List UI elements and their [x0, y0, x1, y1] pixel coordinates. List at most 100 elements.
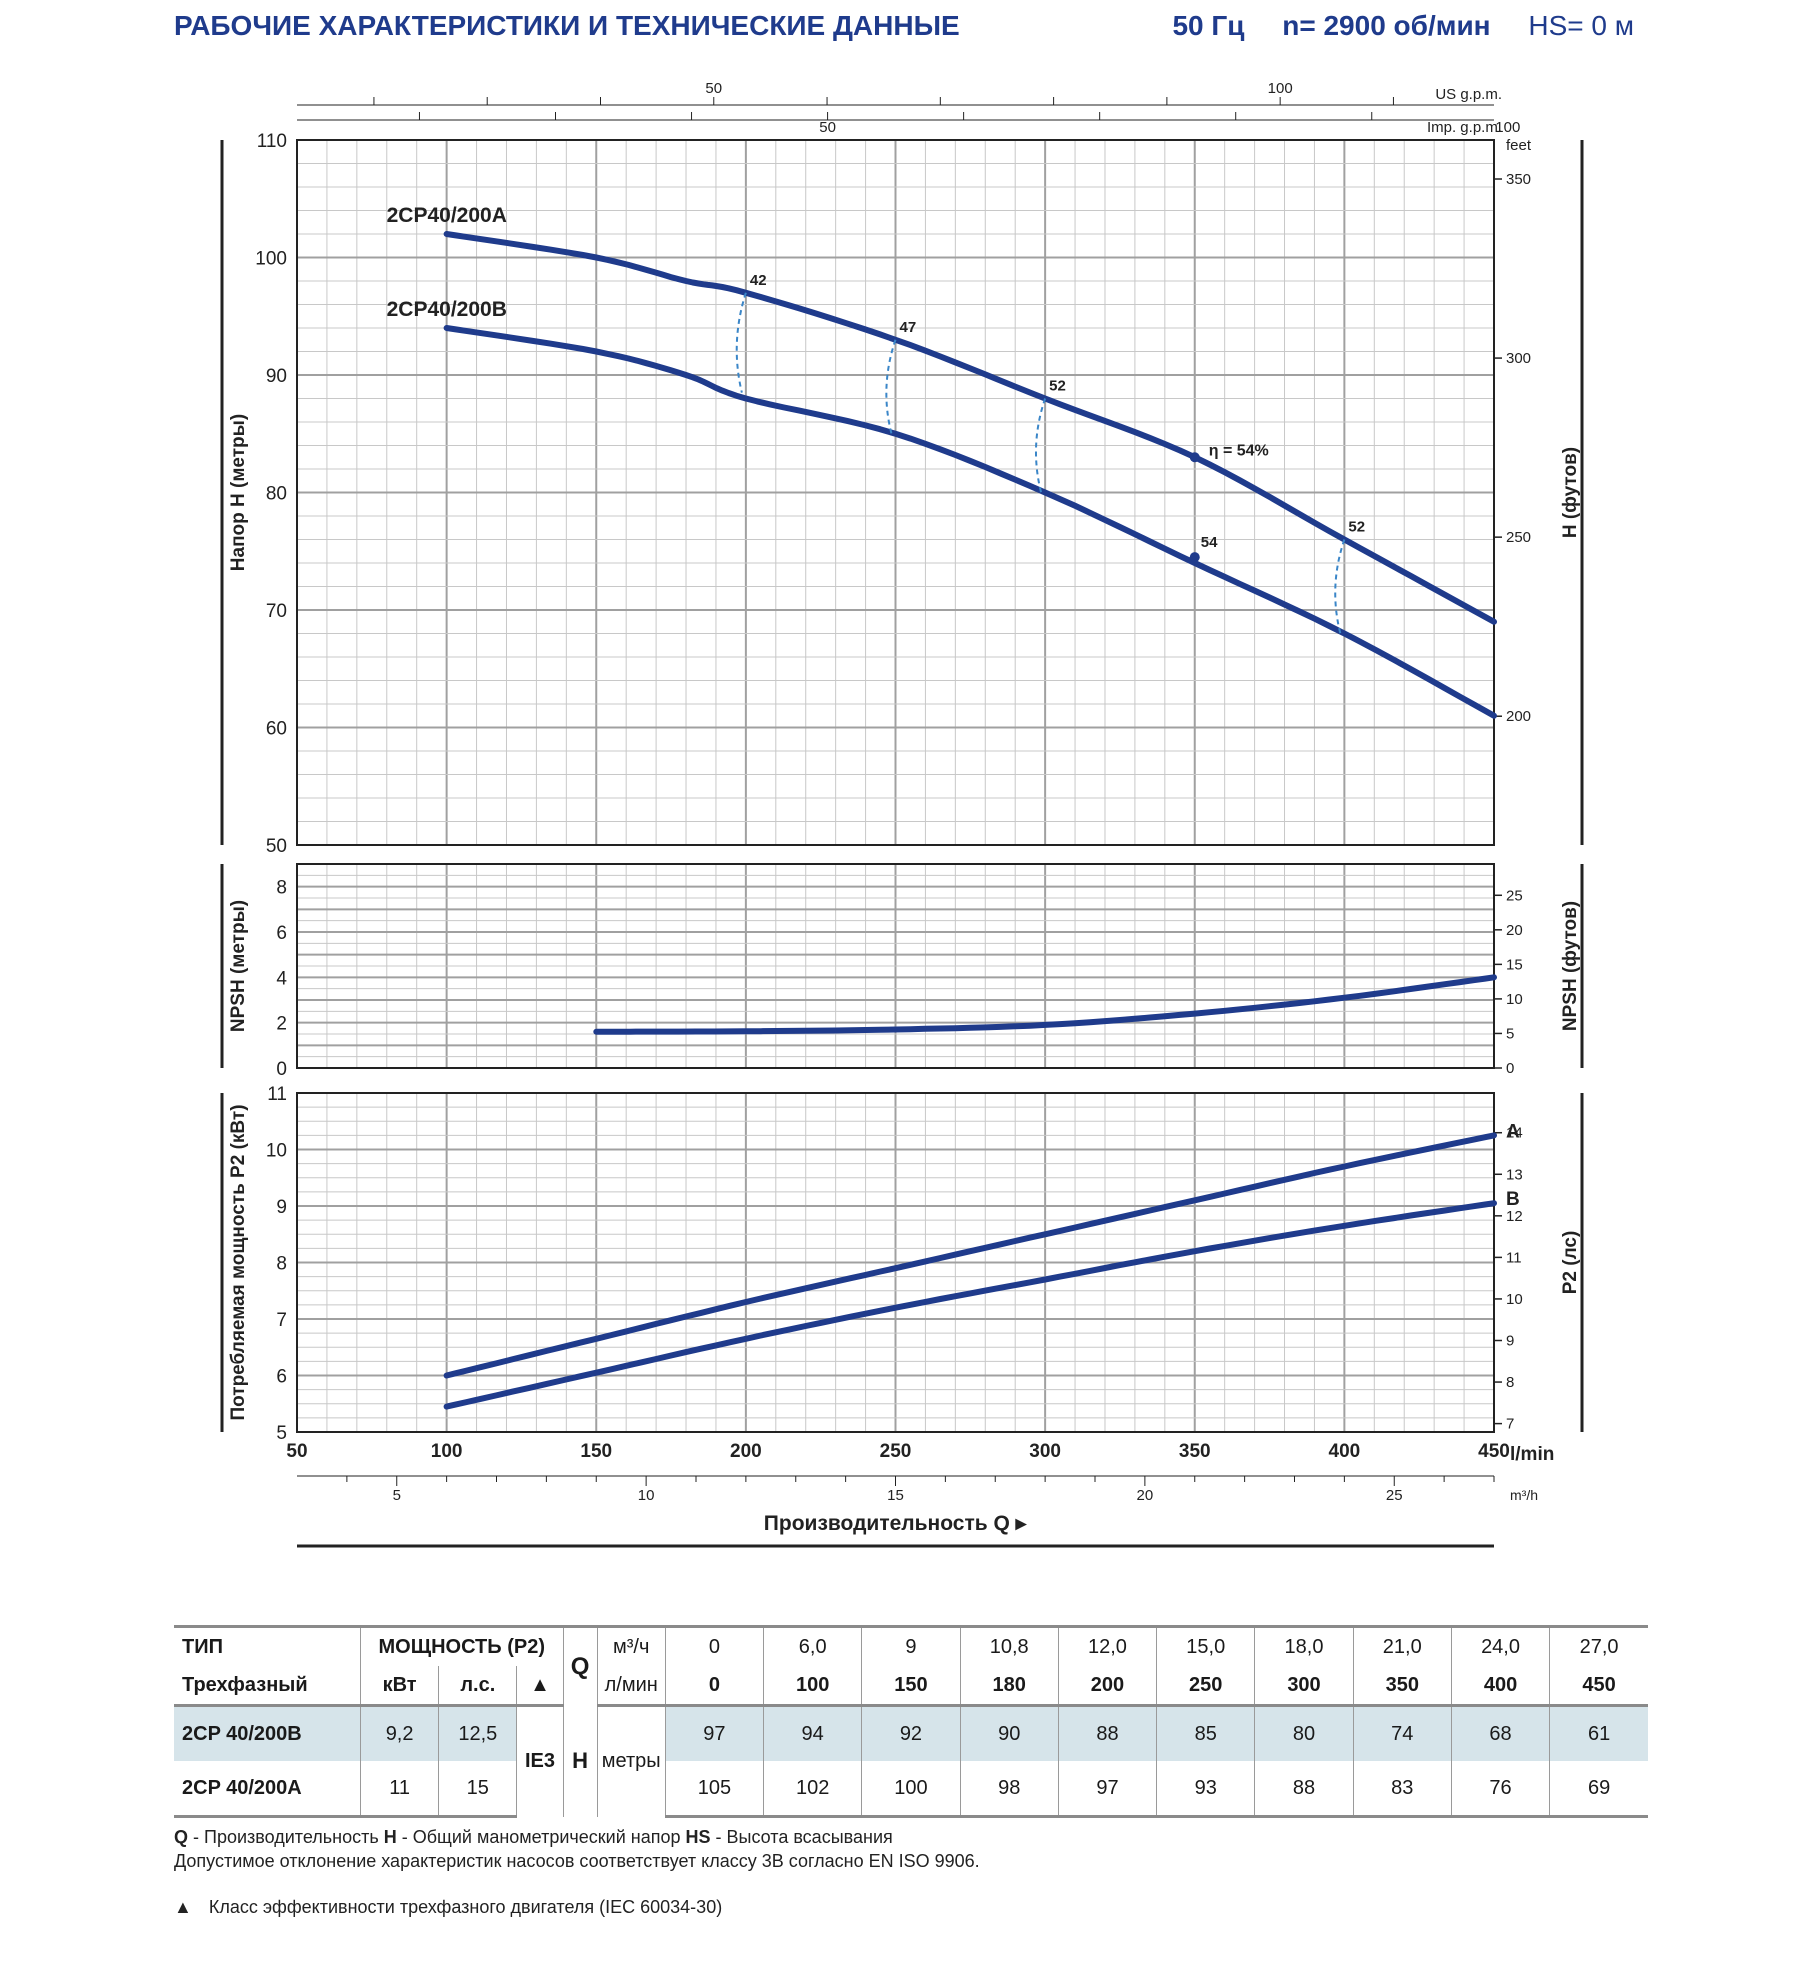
- right-tick-label: 13: [1506, 1166, 1523, 1183]
- right-tick-label: 20: [1506, 922, 1523, 939]
- page-header: РАБОЧИЕ ХАРАКТЕРИСТИКИ И ТЕХНИЧЕСКИЕ ДАН…: [174, 10, 1634, 50]
- power-hp: 15: [438, 1761, 518, 1818]
- m3h-label: 20: [1137, 1487, 1154, 1504]
- power-hp: 12,5: [438, 1705, 518, 1761]
- m3h-label: 25: [1386, 1487, 1403, 1504]
- us-gpm-label: 50: [705, 80, 722, 97]
- tolerance-note: Допустимое отклонение характеристик насо…: [174, 1851, 980, 1871]
- head-curve-2CP40/200B: [443, 325, 1497, 719]
- y-tick-label: 4: [276, 968, 287, 989]
- abbr-hs: HS: [685, 1827, 711, 1847]
- x-tick-label: 100: [431, 1441, 463, 1462]
- abbr-hs-text: - Высота всасывания: [710, 1827, 893, 1847]
- y-tick-label: 90: [266, 366, 287, 387]
- imp-gpm-unit: Imp. g.p.m.: [1427, 119, 1502, 136]
- right-tick-label: 7: [1506, 1416, 1514, 1433]
- head-cell: 88: [1058, 1705, 1158, 1761]
- abbr-q: Q: [174, 1827, 189, 1847]
- plot-frame: [296, 1092, 1495, 1433]
- x-unit-label: l/min: [1510, 1444, 1554, 1465]
- efficiency-label: 42: [750, 272, 767, 289]
- header-q: Q: [563, 1625, 598, 1706]
- model-name: 2CP 40/200B: [174, 1705, 361, 1761]
- abbrev-note: Q - Производительность H - Общий маномет…: [174, 1825, 980, 1849]
- y-axis-title-right: P2 (лс): [1560, 1231, 1581, 1295]
- x-tick-label: 50: [286, 1441, 307, 1462]
- header-kw: кВт: [360, 1666, 440, 1707]
- efficiency-iso-line: [735, 292, 747, 393]
- right-tick-label: 300: [1506, 350, 1531, 367]
- series-label: A: [1506, 1121, 1520, 1142]
- y-tick-label: 2: [276, 1014, 287, 1035]
- head-cell: 85: [1156, 1705, 1256, 1761]
- triangle-icon: ▲: [174, 1897, 192, 1917]
- efficiency-class: IE3: [516, 1705, 564, 1817]
- right-tick-label: 10: [1506, 1291, 1523, 1308]
- y-tick-label: 6: [276, 923, 287, 944]
- y-tick-label: 50: [266, 836, 287, 857]
- q-m3h-cell: 6,0: [763, 1625, 863, 1666]
- header-params: 50 Гц n= 2900 об/мин HS= 0 м: [1142, 10, 1634, 42]
- efficiency-label: 52: [1049, 378, 1066, 395]
- head-cell: 74: [1353, 1705, 1452, 1761]
- frequency-label: 50 Гц: [1172, 10, 1245, 41]
- header-efficiency-class: ▲: [516, 1666, 564, 1707]
- x-tick-label: 400: [1329, 1441, 1361, 1462]
- header-m3h: м³/ч: [597, 1625, 666, 1666]
- right-tick-label: 350: [1506, 171, 1531, 188]
- header-type: ТИП: [174, 1625, 361, 1666]
- m3h-unit: m³/h: [1510, 1487, 1538, 1503]
- page-title: РАБОЧИЕ ХАРАКТЕРИСТИКИ И ТЕХНИЧЕСКИЕ ДАН…: [174, 10, 960, 41]
- right-tick-label: 14: [1506, 1125, 1523, 1142]
- m3h-label: 10: [638, 1487, 655, 1504]
- y-axis-title-right: NPSH (футов): [1560, 901, 1581, 1031]
- efficiency-note-text: Класс эффективности трехфазного двигател…: [208, 1897, 723, 1917]
- table-header-row-1: ТИП МОЩНОСТЬ (P2) Q м³/ч 0 6,0 9 10,8 12…: [174, 1625, 1648, 1706]
- right-tick-label: 15: [1506, 956, 1523, 973]
- y-axis-title: Напор H (метры): [228, 414, 249, 571]
- q-lmin-cell: 150: [861, 1666, 961, 1707]
- head-cell: 83: [1353, 1761, 1452, 1818]
- head-cell: 94: [763, 1705, 863, 1761]
- q-m3h-cell: 0: [665, 1625, 765, 1666]
- m3h-label: 5: [393, 1487, 401, 1504]
- y-tick-label: 110: [257, 131, 287, 152]
- right-tick-label: 200: [1506, 708, 1531, 725]
- header-hp: л.с.: [438, 1666, 518, 1707]
- head-cell: 88: [1254, 1761, 1354, 1818]
- q-lmin-cell: 450: [1549, 1666, 1648, 1707]
- bep-point-a: [1189, 452, 1200, 463]
- y-tick-label: 8: [276, 1254, 287, 1275]
- head-cell: 105: [665, 1761, 765, 1818]
- q-lmin-cell: 100: [763, 1666, 863, 1707]
- q-m3h-cell: 18,0: [1254, 1625, 1354, 1666]
- table-row: 2CP 40/200A 11 15 105 102 100 98 97 93 8…: [174, 1761, 1648, 1818]
- q-lmin-cell: 250: [1156, 1666, 1256, 1707]
- head-cell: 61: [1549, 1705, 1648, 1761]
- q-m3h-cell: 21,0: [1353, 1625, 1452, 1666]
- plot-frame: [296, 863, 1495, 1069]
- q-lmin-cell: 300: [1254, 1666, 1354, 1707]
- x-tick-label: 300: [1029, 1441, 1061, 1462]
- us-gpm-label: 100: [1268, 80, 1293, 97]
- q-m3h-cell: 27,0: [1549, 1625, 1648, 1666]
- right-tick-label: 25: [1506, 887, 1523, 904]
- bep-point-b: [1189, 552, 1200, 563]
- y-tick-label: 60: [266, 719, 287, 740]
- abbr-h-text: - Общий манометрический напор: [396, 1827, 686, 1847]
- series-label: 2CP40/200B: [387, 298, 507, 321]
- table-header-row-2: Трехфазный кВт л.с. ▲ л/мин 0 100 150 18…: [174, 1666, 1648, 1707]
- imp-gpm-label: 100: [1495, 119, 1520, 136]
- head-cell: 69: [1549, 1761, 1648, 1818]
- right-tick-label: 8: [1506, 1374, 1514, 1391]
- efficiency-label: 52: [1348, 519, 1365, 536]
- right-tick-label: 250: [1506, 529, 1531, 546]
- x-tick-label: 450: [1478, 1441, 1510, 1462]
- right-tick-label: 0: [1506, 1060, 1514, 1077]
- m3h-label: 15: [887, 1487, 904, 1504]
- table-row: 2CP 40/200B 9,2 12,5 IE3 H метры 97 94 9…: [174, 1705, 1648, 1817]
- right-unit-label: feet: [1506, 137, 1532, 154]
- power-curve-B: [443, 1200, 1497, 1410]
- header-phase: Трехфазный: [174, 1666, 361, 1707]
- q-lmin-cell: 200: [1058, 1666, 1158, 1707]
